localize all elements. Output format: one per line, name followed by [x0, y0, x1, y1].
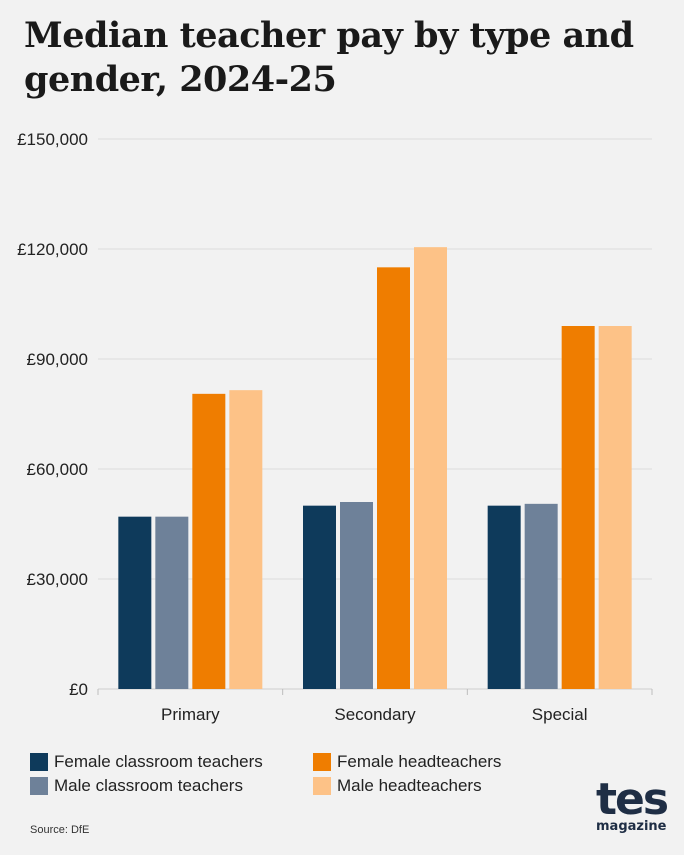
y-tick-label: £0: [69, 680, 88, 699]
legend-item-male-classroom: Male classroom teachers: [30, 776, 243, 796]
legend-swatch: [30, 777, 48, 795]
x-tick-label: Special: [532, 705, 588, 724]
y-tick-label: £60,000: [27, 460, 88, 479]
chart-title: Median teacher pay by type and gender, 2…: [24, 15, 634, 100]
legend-label: Male headteachers: [337, 776, 482, 795]
bar: [192, 393, 226, 689]
x-tick-label: Primary: [161, 705, 220, 724]
y-tick-label: £150,000: [17, 130, 88, 149]
bar-chart: £0 £30,000 £60,000 £90,000 £120,000 £150,000 P…: [17, 130, 653, 724]
bar: [229, 390, 263, 689]
bar: [487, 505, 521, 689]
y-tick-label: £30,000: [27, 570, 88, 589]
legend-label: Female headteachers: [337, 752, 502, 771]
y-tick-label: £120,000: [17, 240, 88, 259]
bar: [303, 505, 336, 689]
legend-swatch: [30, 753, 48, 771]
chart-legend: Female classroom teachers Male classroom…: [30, 752, 550, 812]
legend-item-female-classroom: Female classroom teachers: [30, 752, 263, 772]
bar: [377, 267, 410, 689]
legend-item-male-head: Male headteachers: [313, 776, 482, 796]
legend-swatch: [313, 753, 331, 771]
bar: [118, 516, 152, 689]
source-note: Source: DfE: [30, 824, 90, 836]
logo-subtitle: magazine: [596, 819, 667, 834]
tes-magazine-logo: tes magazine: [596, 774, 669, 834]
bar: [561, 326, 595, 689]
y-tick-label: £90,000: [27, 350, 88, 369]
bar: [414, 247, 447, 689]
bar: [340, 502, 373, 689]
legend-swatch: [313, 777, 331, 795]
legend-label: Male classroom teachers: [54, 776, 243, 795]
x-tick-label: Secondary: [334, 705, 416, 724]
bar: [598, 326, 632, 689]
legend-item-female-head: Female headteachers: [313, 752, 501, 772]
bar: [155, 516, 189, 689]
logo-wordmark: tes: [596, 774, 669, 825]
bar: [524, 503, 558, 689]
legend-label: Female classroom teachers: [54, 752, 263, 771]
